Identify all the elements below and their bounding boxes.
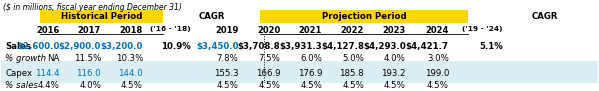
Text: 5.1%: 5.1% xyxy=(479,42,503,51)
Text: $3,708.8: $3,708.8 xyxy=(238,42,280,51)
Text: 10.3%: 10.3% xyxy=(116,54,143,63)
Text: % growth: % growth xyxy=(5,54,47,63)
Text: 4.5%: 4.5% xyxy=(427,81,449,90)
Text: 144.0: 144.0 xyxy=(118,69,143,78)
Text: 2018: 2018 xyxy=(120,26,143,35)
Text: 4.0%: 4.0% xyxy=(79,81,101,90)
Text: 4.0%: 4.0% xyxy=(384,54,406,63)
Text: 166.9: 166.9 xyxy=(256,69,280,78)
Text: 7.8%: 7.8% xyxy=(217,54,238,63)
Text: 4.5%: 4.5% xyxy=(121,81,143,90)
Text: 5.0%: 5.0% xyxy=(342,54,364,63)
Text: NA: NA xyxy=(47,54,59,63)
Text: 4.5%: 4.5% xyxy=(300,81,322,90)
Text: $3,931.3: $3,931.3 xyxy=(280,42,322,51)
Text: 2017: 2017 xyxy=(78,26,101,35)
Text: $4,421.7: $4,421.7 xyxy=(406,42,449,51)
FancyBboxPatch shape xyxy=(260,10,468,23)
Text: Capex: Capex xyxy=(5,69,32,78)
Text: 4.5%: 4.5% xyxy=(217,81,238,90)
Text: 4.5%: 4.5% xyxy=(384,81,406,90)
Text: $3,450.0: $3,450.0 xyxy=(196,42,238,51)
Text: 2020: 2020 xyxy=(257,26,280,35)
Text: 185.8: 185.8 xyxy=(340,69,364,78)
Text: 4.5%: 4.5% xyxy=(342,81,364,90)
Text: ('16 - '18): ('16 - '18) xyxy=(150,26,190,32)
Text: ('19 - '24): ('19 - '24) xyxy=(462,26,503,32)
Text: 176.9: 176.9 xyxy=(298,69,322,78)
Text: 199.0: 199.0 xyxy=(425,69,449,78)
Text: $2,600.0: $2,600.0 xyxy=(17,42,59,51)
Text: 2023: 2023 xyxy=(383,26,406,35)
FancyBboxPatch shape xyxy=(1,62,598,88)
Text: 2019: 2019 xyxy=(215,26,238,35)
Text: 4.5%: 4.5% xyxy=(259,81,280,90)
Text: 6.0%: 6.0% xyxy=(300,54,322,63)
Text: 2024: 2024 xyxy=(425,26,449,35)
Text: 4.4%: 4.4% xyxy=(37,81,59,90)
Text: $2,900.0: $2,900.0 xyxy=(59,42,101,51)
FancyBboxPatch shape xyxy=(40,10,164,23)
Text: 10.9%: 10.9% xyxy=(161,42,190,51)
Text: 2016: 2016 xyxy=(36,26,59,35)
Text: CAGR: CAGR xyxy=(531,12,558,21)
Text: 2021: 2021 xyxy=(299,26,322,35)
Text: 116.0: 116.0 xyxy=(77,69,101,78)
Text: $4,127.8: $4,127.8 xyxy=(321,42,364,51)
Text: 7.5%: 7.5% xyxy=(259,54,280,63)
Text: 2022: 2022 xyxy=(341,26,364,35)
Text: Sales: Sales xyxy=(5,42,32,51)
Text: Historical Period: Historical Period xyxy=(61,12,143,21)
Text: % sales: % sales xyxy=(5,81,38,90)
Text: Projection Period: Projection Period xyxy=(322,12,406,21)
Text: ($ in millions, fiscal year ending December 31): ($ in millions, fiscal year ending Decem… xyxy=(3,3,182,12)
Text: $3,200.0: $3,200.0 xyxy=(101,42,143,51)
Text: 114.4: 114.4 xyxy=(35,69,59,78)
Text: $4,293.0: $4,293.0 xyxy=(363,42,406,51)
Text: CAGR: CAGR xyxy=(198,12,225,21)
Text: 155.3: 155.3 xyxy=(214,69,238,78)
Text: 11.5%: 11.5% xyxy=(74,54,101,63)
Text: 193.2: 193.2 xyxy=(382,69,406,78)
Text: 3.0%: 3.0% xyxy=(427,54,449,63)
